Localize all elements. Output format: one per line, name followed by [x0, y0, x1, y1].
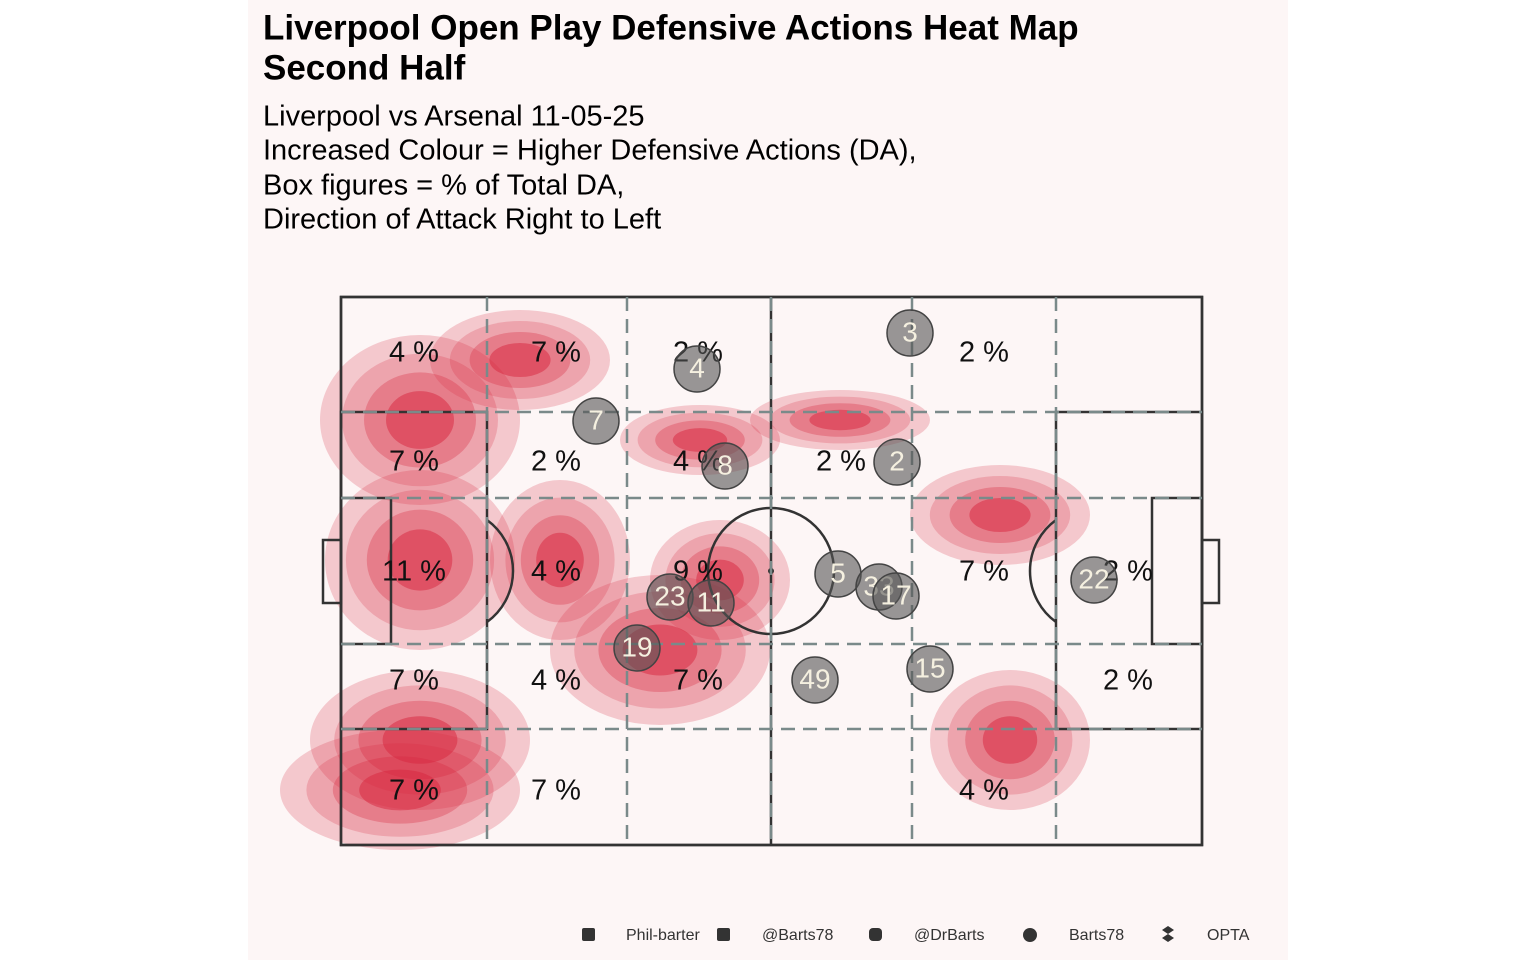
- heat-contour: [387, 529, 453, 591]
- zone-percent: 4 %: [531, 665, 581, 697]
- player-marker: [613, 624, 661, 672]
- footer-text: Barts78: [1069, 927, 1124, 944]
- player-number: 7: [588, 404, 604, 435]
- player-marker: [687, 579, 735, 627]
- zone-percent: 7 %: [531, 337, 581, 369]
- player-number: 2: [889, 445, 905, 476]
- chart-title: Second Half: [263, 48, 466, 87]
- player-marker: [886, 309, 934, 357]
- footer-text: @Barts78: [762, 927, 833, 944]
- footer-text: OPTA: [1207, 927, 1250, 944]
- chart-title: Liverpool Open Play Defensive Actions He…: [263, 8, 1079, 47]
- player-number: 22: [1078, 563, 1109, 594]
- zone-percent: 7 %: [959, 556, 1009, 588]
- subtitle: Increased Colour = Higher Defensive Acti…: [263, 135, 917, 167]
- player-number: 5: [830, 557, 846, 588]
- zone-percent: 4 %: [531, 556, 581, 588]
- zone-percent: 2 %: [959, 337, 1009, 369]
- player-marker: [701, 442, 749, 490]
- icon-mastodon: [869, 928, 882, 941]
- footer-text: Phil-barter: [626, 927, 700, 944]
- player-marker: [906, 645, 954, 693]
- heat-contour: [386, 391, 454, 449]
- zone-percent: 11 %: [382, 556, 446, 588]
- player-number: 23: [654, 580, 685, 611]
- player-number: 4: [689, 352, 705, 383]
- zone-percent: 4 %: [959, 775, 1009, 807]
- heat-contour: [359, 769, 441, 811]
- footer: Phil-barter @Barts78 @DrBarts Barts78 OP…: [582, 926, 1250, 944]
- zone-percent: 2 %: [816, 446, 866, 478]
- icon-linkedin: [582, 928, 595, 941]
- player-marker: [791, 656, 839, 704]
- player-number: 15: [914, 652, 945, 683]
- player-number: 19: [621, 631, 652, 662]
- player-marker: [872, 572, 920, 620]
- player-marker: [873, 438, 921, 486]
- heat-contour: [536, 532, 584, 588]
- zone-percent: 2 %: [531, 446, 581, 478]
- heat-contour: [489, 343, 551, 377]
- player-number: 17: [880, 579, 911, 610]
- icon-x: [717, 928, 730, 941]
- player-marker: [572, 397, 620, 445]
- players: 3478253317222311194915: [572, 309, 1118, 704]
- subtitle: Liverpool vs Arsenal 11-05-25: [263, 101, 645, 133]
- footer-text: @DrBarts: [914, 927, 984, 944]
- zone-percent: 7 %: [389, 665, 439, 697]
- icon-github: [1023, 928, 1037, 942]
- heat-contour: [382, 716, 458, 764]
- subtitle: Direction of Attack Right to Left: [263, 204, 661, 236]
- heat-contour: [982, 716, 1038, 764]
- zone-percent: 7 %: [673, 665, 723, 697]
- pitch-lines: [321, 295, 1221, 847]
- heat-contour: [969, 498, 1031, 532]
- player-number: 11: [696, 586, 725, 617]
- zone-percent: 2 %: [1103, 665, 1153, 697]
- zone-percent: 7 %: [389, 446, 439, 478]
- player-marker: [1070, 556, 1118, 604]
- icon-dropbox: [1162, 926, 1174, 942]
- subtitle: Box figures = % of Total DA,: [263, 170, 624, 202]
- player-number: 49: [799, 663, 830, 694]
- player-number: 3: [902, 316, 918, 347]
- zone-percent: 7 %: [531, 775, 581, 807]
- zone-percent: 4 %: [389, 337, 439, 369]
- heat-contour: [809, 409, 871, 431]
- player-marker: [673, 345, 721, 393]
- zone-percent: 7 %: [389, 775, 439, 807]
- player-number: 8: [717, 449, 733, 480]
